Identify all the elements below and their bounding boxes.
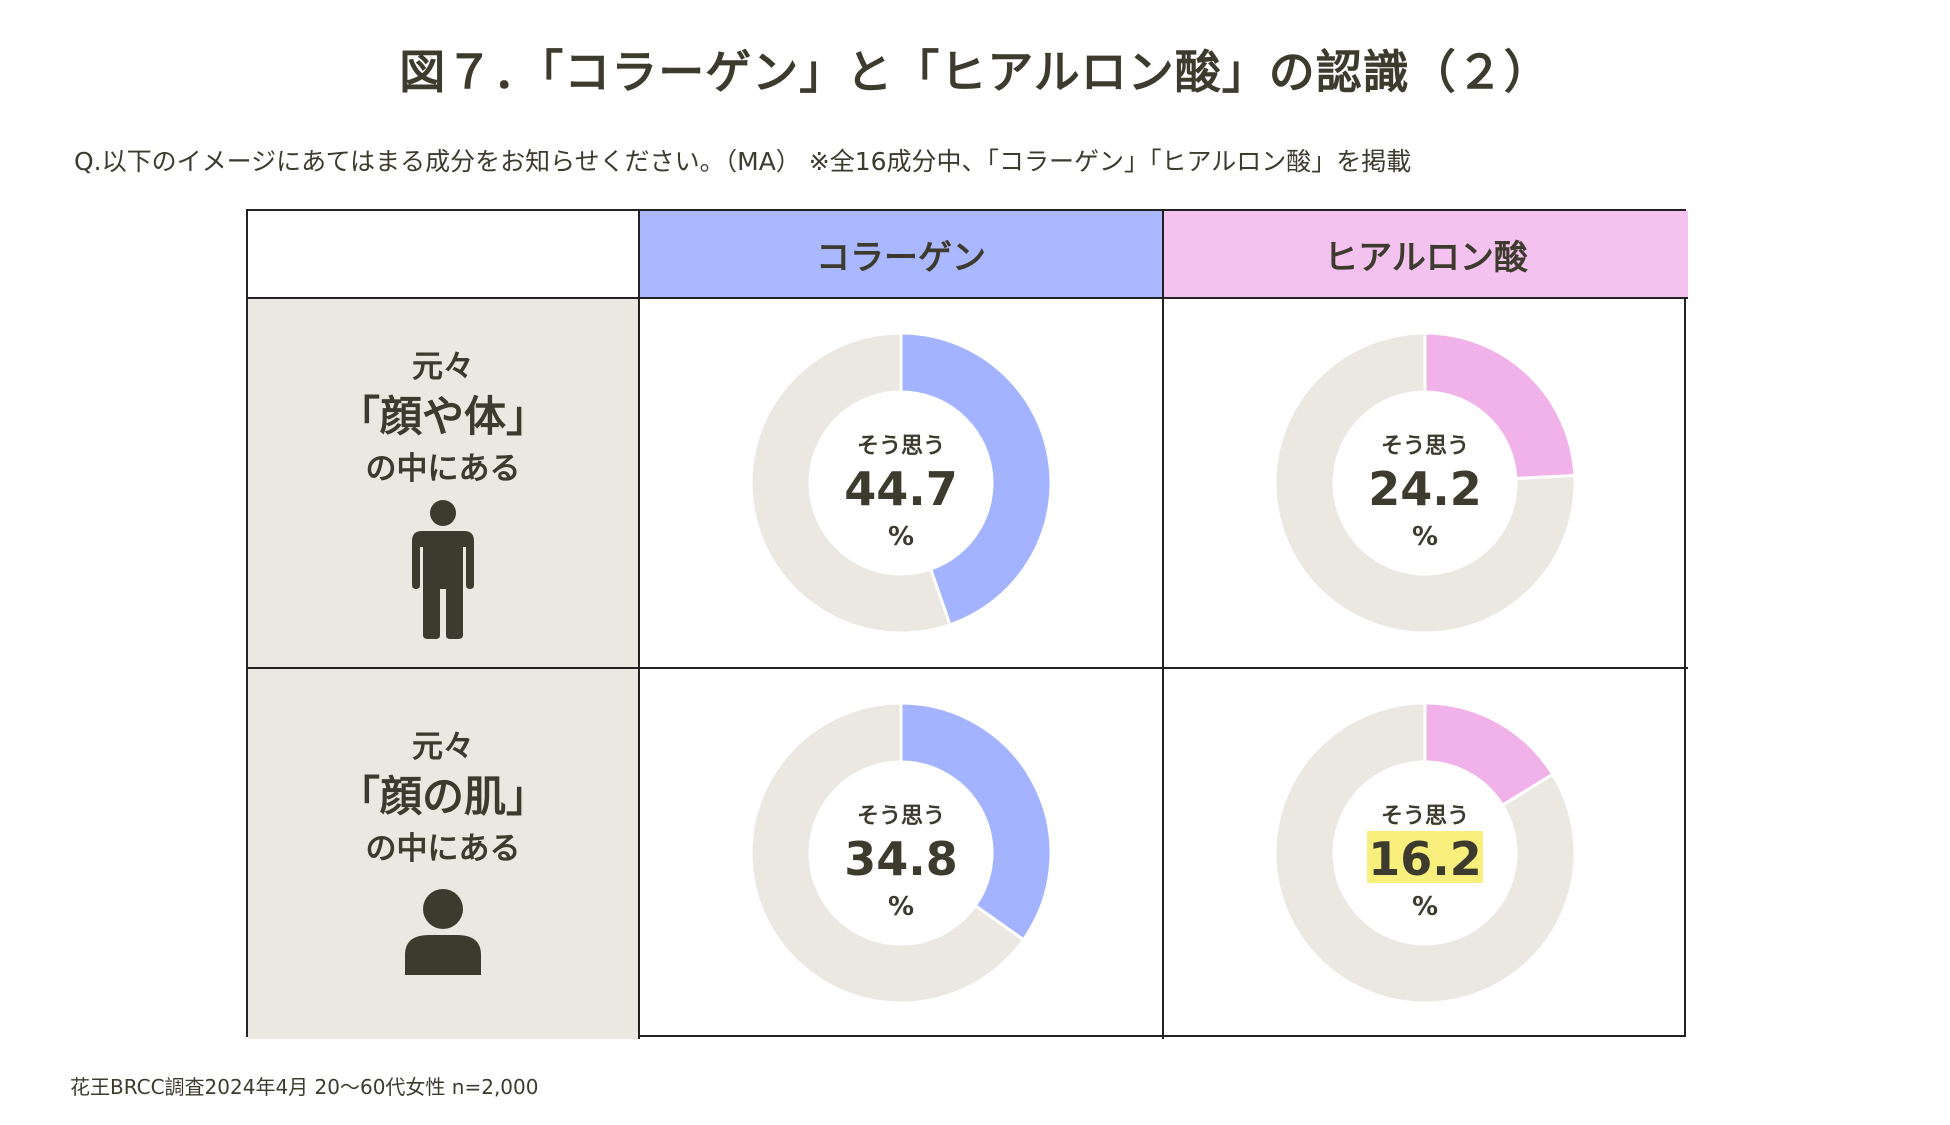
donut-chart-hyaluronic-facial-skin-value-slice	[1423, 701, 1555, 808]
donut-center-label: そう思う	[857, 804, 945, 829]
donut-chart-collagen-facial-skin-remainder-slice	[749, 701, 1026, 1005]
donut-chart-hyaluronic-facial-skin: そう思う 16.2%	[1273, 701, 1577, 1005]
row-label-main: 「顔や体」	[337, 392, 548, 441]
donut-chart-collagen-facial-skin: そう思う 34.8%	[749, 701, 1053, 1005]
donut-center-label: そう思う	[1381, 434, 1469, 459]
row-label-prefix: 元々	[412, 349, 474, 385]
row-label-prefix: 元々	[412, 729, 474, 765]
donut-chart-collagen-facial-skin-value-slice	[899, 701, 1053, 942]
column-header-collagen: コラーゲン	[640, 211, 1164, 299]
survey-question: Q.以下のイメージにあてはまる成分をお知らせください。（MA） ※全16成分中、…	[74, 147, 1412, 176]
donut-unit-label: %	[1412, 522, 1438, 552]
row-label-suffix: の中にある	[365, 451, 521, 487]
donut-cell-hyaluronic-face-body: そう思う 24.2%	[1164, 299, 1688, 669]
donut-chart-collagen-face-body-value-slice	[899, 331, 1053, 627]
column-header-hyaluronic: ヒアルロン酸	[1164, 211, 1688, 299]
table-corner-cell	[248, 211, 640, 299]
row-label-facial-skin: 元々 「顔の肌」 の中にある	[248, 669, 640, 1039]
donut-chart-hyaluronic-facial-skin-remainder-slice	[1273, 701, 1577, 1005]
donut-value-label: 16.2	[1368, 832, 1482, 886]
donut-unit-label: %	[888, 892, 914, 922]
source-footnote: 花王BRCC調査2024年4月 20～60代女性 n=2,000	[70, 1075, 539, 1099]
donut-value-label: 44.7	[844, 462, 958, 516]
donut-chart-collagen-face-body: そう思う 44.7%	[749, 331, 1053, 635]
row-label-face-body: 元々 「顔や体」 の中にある	[248, 299, 640, 669]
donut-cell-collagen-face-body: そう思う 44.7%	[640, 299, 1164, 669]
person-bust-icon	[405, 889, 481, 975]
donut-value-label: 34.8	[844, 832, 958, 886]
donut-chart-collagen-face-body-remainder-slice	[749, 331, 952, 635]
donut-unit-label: %	[888, 522, 914, 552]
donut-center-label: そう思う	[1381, 804, 1469, 829]
donut-chart-hyaluronic-face-body: そう思う 24.2%	[1273, 331, 1577, 635]
page-title: 図７．「コラーゲン」と「ヒアルロン酸」の認識（２）	[399, 45, 1551, 99]
row-label-main: 「顔の肌」	[337, 772, 548, 821]
donut-chart-hyaluronic-face-body-remainder-slice	[1273, 331, 1577, 635]
donut-cell-collagen-facial-skin: そう思う 34.8%	[640, 669, 1164, 1039]
person-full-body-icon	[412, 500, 474, 639]
comparison-table: コラーゲン ヒアルロン酸 元々 「顔や体」 の中にある そう思う 44.7% そう…	[246, 209, 1688, 1039]
row-label-suffix: の中にある	[365, 831, 521, 867]
value-highlight-marker	[1367, 831, 1483, 883]
donut-value-label: 24.2	[1368, 462, 1482, 516]
donut-chart-hyaluronic-face-body-value-slice	[1423, 331, 1577, 481]
donut-cell-hyaluronic-facial-skin: そう思う 16.2%	[1164, 669, 1688, 1039]
donut-center-label: そう思う	[857, 434, 945, 459]
donut-unit-label: %	[1412, 892, 1438, 922]
